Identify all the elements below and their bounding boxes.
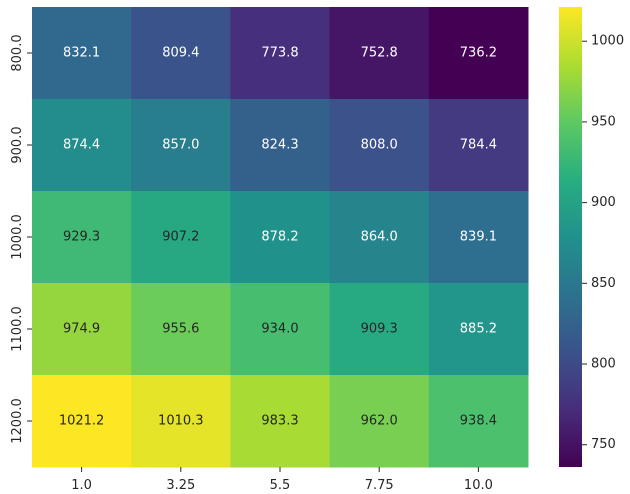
heatmap-cell — [428, 191, 529, 284]
x-tick-label: 7.75 — [365, 478, 394, 493]
cell-value-label: 808.0 — [361, 138, 398, 153]
colorbar-tick-label: 1000 — [591, 34, 624, 49]
heatmap-cell — [131, 7, 231, 100]
cell-value-label: 839.1 — [460, 230, 497, 245]
heatmap-cell — [428, 7, 529, 100]
heatmap-cell-labels: 832.1 809.4 773.8 752.8 736.2 874.4 857.0 824.3… — [59, 46, 497, 429]
cell-value-label: 1021.2 — [59, 414, 105, 429]
cell-value-label: 809.4 — [162, 46, 199, 61]
cell-value-label: 784.4 — [460, 138, 497, 153]
heatmap-cell — [131, 375, 231, 468]
heatmap-cell — [131, 283, 231, 376]
cell-value-label: 752.8 — [361, 46, 398, 61]
heatmap-cell — [428, 99, 529, 192]
y-axis: 800.0 900.0 1000.0 1100.0 1200.0 — [10, 34, 32, 444]
heatmap-cell — [32, 7, 132, 100]
heatmap-cell — [32, 99, 132, 192]
heatmap-cell — [329, 99, 430, 192]
heatmap-cells — [32, 7, 529, 468]
colorbar-tick-label: 900 — [591, 195, 616, 210]
heatmap-cell — [32, 191, 132, 284]
heatmap-cell — [32, 283, 132, 376]
heatmap-cell — [230, 283, 331, 376]
heatmap-cell — [329, 191, 430, 284]
heatmap-cell — [230, 191, 331, 284]
colorbar-tick-label: 950 — [591, 114, 616, 129]
y-tick-label: 800.0 — [10, 34, 25, 71]
heatmap-cell — [131, 191, 231, 284]
cell-value-label: 885.2 — [460, 322, 497, 337]
cell-value-label: 736.2 — [460, 46, 497, 61]
heatmap-cell — [428, 375, 529, 468]
cell-value-label: 773.8 — [261, 46, 298, 61]
cell-value-label: 874.4 — [63, 138, 100, 153]
cell-value-label: 832.1 — [63, 46, 100, 61]
cell-value-label: 878.2 — [261, 230, 298, 245]
heatmap-cell — [329, 7, 430, 100]
colorbar-tick-label: 750 — [591, 437, 616, 452]
heatmap-cell — [32, 375, 132, 468]
cell-value-label: 857.0 — [162, 138, 199, 153]
heatmap-cell — [428, 283, 529, 376]
cell-value-label: 974.9 — [63, 322, 100, 337]
y-tick-label: 1000.0 — [10, 214, 25, 260]
colorbar-tick-label: 850 — [591, 276, 616, 291]
cell-value-label: 824.3 — [261, 138, 298, 153]
cell-value-label: 907.2 — [162, 230, 199, 245]
y-tick-label: 1100.0 — [10, 306, 25, 352]
colorbar-gradient — [559, 7, 582, 467]
colorbar: 750 800 850 900 950 1000 — [559, 7, 624, 467]
heatmap-cell — [230, 7, 331, 100]
cell-value-label: 864.0 — [361, 230, 398, 245]
cell-value-label: 955.6 — [162, 322, 199, 337]
colorbar-tick-label: 800 — [591, 357, 616, 372]
cell-value-label: 1010.3 — [158, 414, 204, 429]
cell-value-label: 934.0 — [261, 322, 298, 337]
heatmap-cell — [329, 375, 430, 468]
cell-value-label: 962.0 — [361, 414, 398, 429]
cell-value-label: 929.3 — [63, 230, 100, 245]
heatmap-cell — [230, 375, 331, 468]
heatmap-cell — [131, 99, 231, 192]
cell-value-label: 938.4 — [460, 414, 497, 429]
cell-value-label: 983.3 — [261, 414, 298, 429]
x-axis: 1.0 3.25 5.5 7.75 10.0 — [71, 467, 493, 493]
cell-value-label: 909.3 — [361, 322, 398, 337]
x-tick-label: 3.25 — [166, 478, 195, 493]
x-tick-label: 1.0 — [71, 478, 92, 493]
x-tick-label: 5.5 — [270, 478, 291, 493]
y-tick-label: 1200.0 — [10, 398, 25, 444]
heatmap-cell — [230, 99, 331, 192]
x-tick-label: 10.0 — [464, 478, 493, 493]
heatmap-cell — [329, 283, 430, 376]
y-tick-label: 900.0 — [10, 126, 25, 163]
